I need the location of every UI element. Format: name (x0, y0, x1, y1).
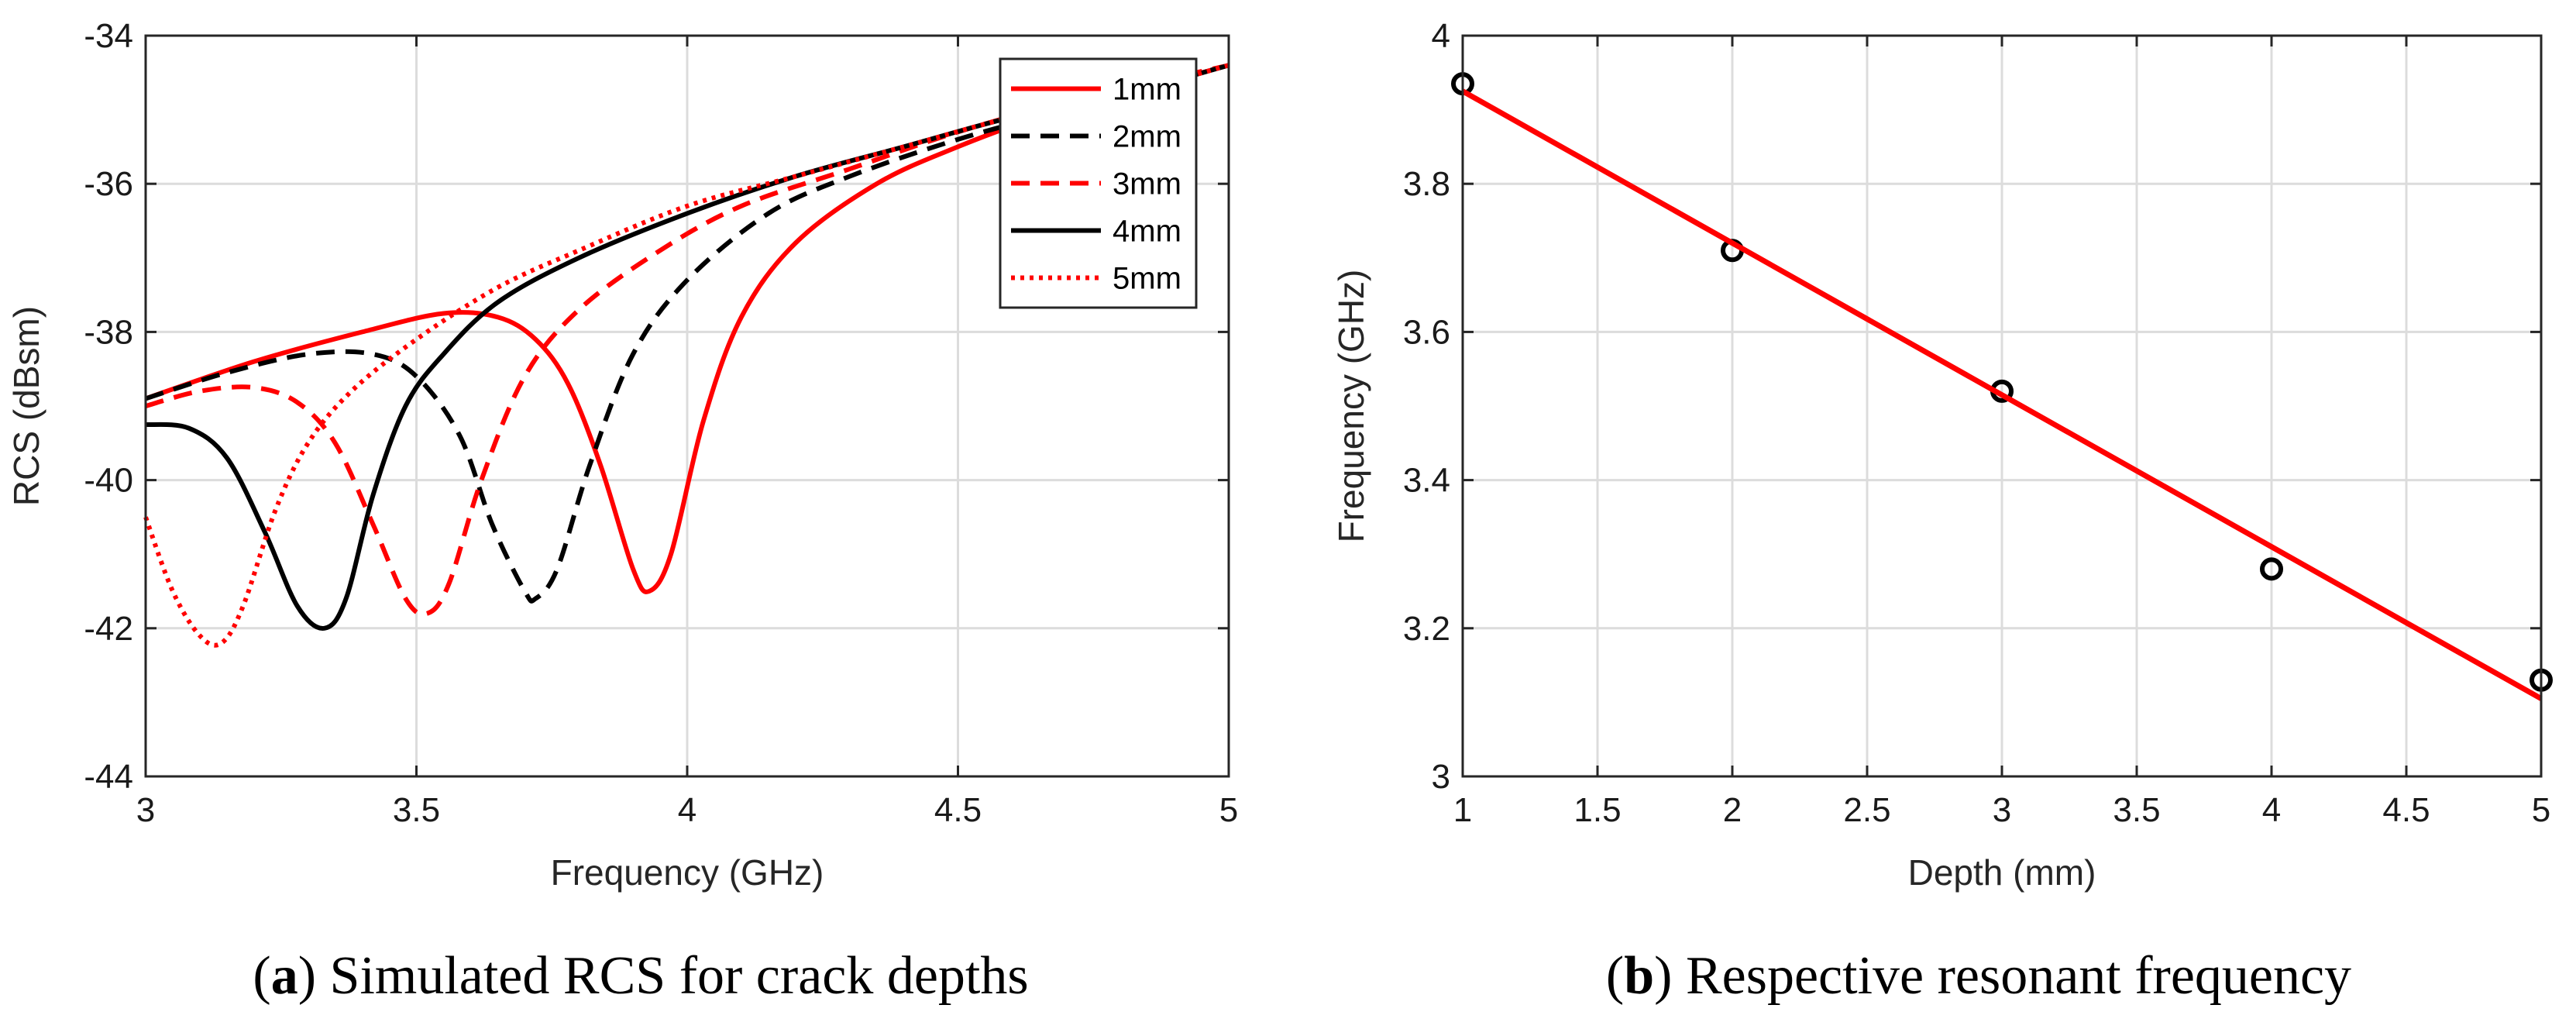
series-line-2mm (145, 63, 1230, 604)
x-tick-label: 4 (678, 791, 696, 829)
caption-letter: b (1624, 946, 1654, 1006)
y-tick-label: 3.2 (1403, 610, 1450, 648)
legend-box (999, 57, 1198, 309)
legend-label: 4mm (1113, 215, 1181, 249)
x-tick-label: 4.5 (2382, 791, 2430, 829)
x-tick-label: 3.5 (393, 791, 440, 829)
x-tick-label: 2.5 (1843, 791, 1890, 829)
y-tick-label: -36 (84, 165, 133, 203)
x-tick-label: 3 (136, 791, 155, 829)
y-tick-label: 4 (1432, 17, 1450, 55)
caption-text: Respective resonant frequency (1672, 946, 2351, 1006)
series-line-1mm (145, 63, 1230, 594)
tick-labels: 3 3.5 4 4.5 5 -44 -42 -40 -38 -36 -34 (84, 17, 1238, 829)
y-axis-label: RCS (dBsm) (6, 306, 46, 506)
caption-text: Simulated RCS for crack depths (316, 946, 1029, 1006)
x-tick-label: 3 (1993, 791, 2011, 829)
y-tick-label: -34 (84, 17, 133, 55)
panel-b-frequency-chart: 1 1.5 2 2.5 3 3.5 4 4.5 5 3 3.2 3.4 3.6 3.8 4 Depth (m… (1331, 17, 2553, 1006)
legend-label: 2mm (1113, 120, 1181, 154)
y-tick-label: 3.6 (1403, 313, 1450, 351)
x-axis-label: Depth (mm) (1908, 852, 2096, 893)
x-tick-label: 2 (1723, 791, 1742, 829)
legend-label: 1mm (1113, 73, 1181, 107)
x-tick-label: 1.5 (1573, 791, 1621, 829)
panel-a-rcs-chart: 3 3.5 4 4.5 5 -44 -42 -40 -38 -36 -34 Frequency (G… (6, 17, 1238, 1006)
series-line-3mm (145, 63, 1230, 617)
y-tick-label: -38 (84, 313, 133, 351)
legend-label: 3mm (1113, 167, 1181, 201)
y-tick-label: -40 (84, 462, 133, 500)
x-axis-label: Frequency (GHz) (551, 852, 824, 893)
x-tick-label: 3.5 (2113, 791, 2160, 829)
x-tick-label: 4 (2262, 791, 2281, 829)
y-tick-label: -44 (84, 758, 133, 796)
caption-a: (a) Simulated RCS for crack depths (253, 946, 1028, 1006)
caption-letter: a (271, 946, 298, 1006)
legend-label: 5mm (1113, 262, 1181, 296)
y-tick-label: 3.4 (1403, 462, 1450, 500)
y-axis-label: Frequency (GHz) (1331, 270, 1371, 543)
data-point (2260, 557, 2283, 581)
x-tick-label: 4.5 (934, 791, 982, 829)
caption-b: (b) Respective resonant frequency (1606, 946, 2351, 1006)
series-line-fit (1461, 88, 2543, 701)
series-group (143, 63, 1230, 648)
tick-labels: 1 1.5 2 2.5 3 3.5 4 4.5 5 3 3.2 3.4 3.6 3.8 4 (1403, 17, 2550, 829)
y-tick-label: -42 (84, 610, 133, 648)
x-tick-label: 5 (1219, 791, 1238, 829)
y-tick-label: 3.8 (1403, 165, 1450, 203)
x-tick-label: 1 (1453, 791, 1472, 829)
legend: 1mm 2mm 3mm 4mm 5mm (999, 57, 1198, 309)
y-tick-label: 3 (1432, 758, 1450, 796)
x-tick-label: 5 (2532, 791, 2550, 829)
